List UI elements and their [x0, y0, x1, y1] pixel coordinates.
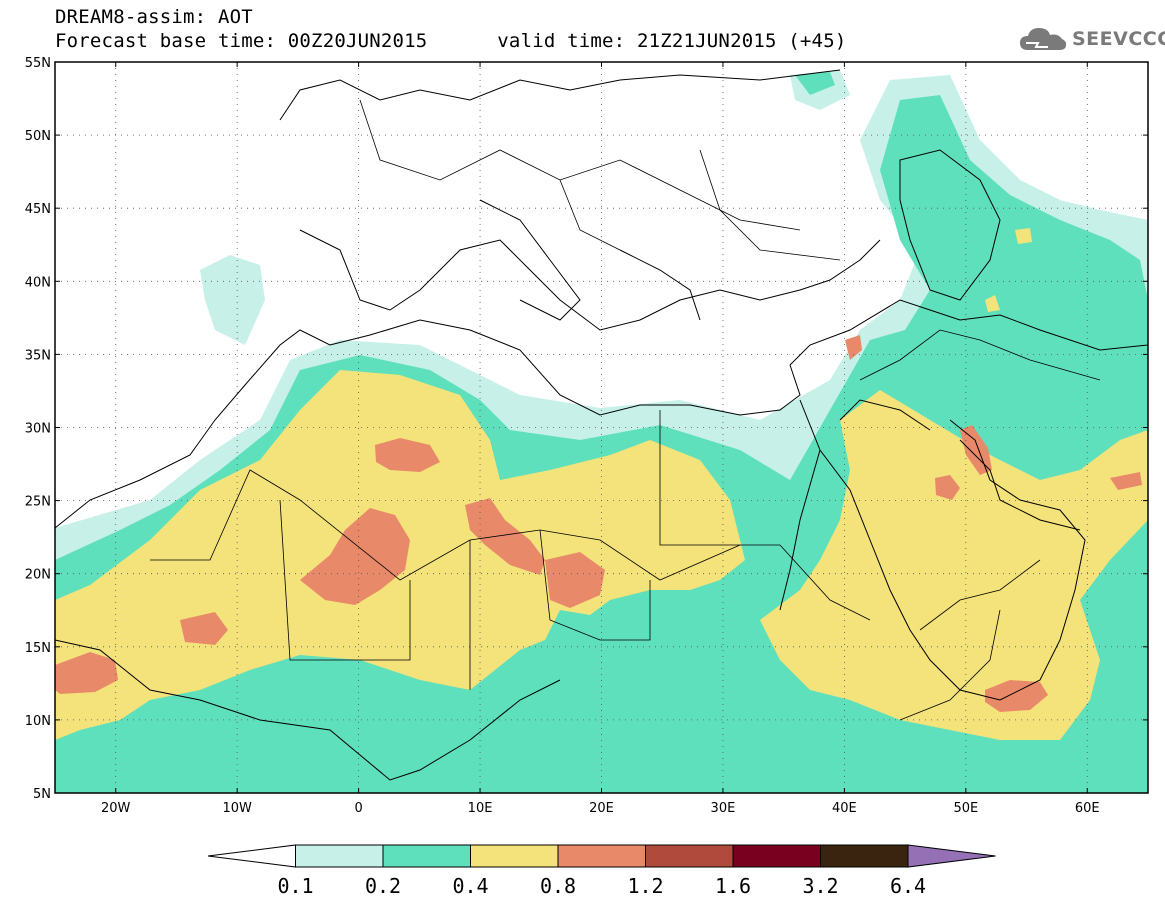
- borders: [150, 99, 1101, 721]
- lon-label: 0: [354, 801, 362, 816]
- lon-label: 10E: [468, 801, 493, 816]
- aot-band-light-patch: [795, 72, 835, 95]
- aot-band-high: [935, 475, 960, 500]
- colorbar: 0.1 0.2 0.4 0.8 1.2 1.6 3.2 6.4: [207, 844, 996, 898]
- time-info: Forecast base time: 00Z20JUN2015 valid t…: [55, 30, 846, 52]
- aot-band-high: [300, 508, 410, 605]
- aot-band-high: [465, 498, 545, 575]
- lat-label: 20N: [25, 568, 51, 583]
- valid-time-label: valid time: 21Z21JUN2015 (+45): [497, 30, 847, 52]
- chart-title: DREAM8-assim: AOT: [55, 6, 253, 28]
- colorbar-swatch: [295, 844, 384, 868]
- lat-label: 10N: [25, 714, 51, 729]
- lon-label: 20W: [101, 801, 131, 816]
- map-grid: [55, 62, 1148, 793]
- aot-band-light-patch: [280, 680, 460, 760]
- base-time-label: Forecast base time: 00Z20JUN2015: [55, 30, 428, 52]
- colorbar-swatch: [382, 844, 471, 868]
- aot-band-high: [845, 335, 862, 360]
- colorbar-arrow-high: [907, 844, 996, 868]
- aot-band-high: [960, 425, 992, 475]
- lat-label: 15N: [25, 641, 51, 656]
- colorbar-swatch: [470, 844, 559, 868]
- colorbar-label: 1.6: [715, 874, 751, 898]
- aot-band-high: [1110, 472, 1142, 490]
- lon-label: 30E: [711, 801, 736, 816]
- colorbar-swatch: [557, 844, 646, 868]
- colorbar-label: 0.8: [540, 874, 576, 898]
- coastlines: [55, 69, 1148, 781]
- colorbar-label: 1.2: [627, 874, 663, 898]
- colorbar-swatch: [820, 844, 909, 868]
- seevccc-logo: SEEVCCC: [1018, 22, 1165, 56]
- aot-band-light-patch: [540, 610, 760, 730]
- lat-label: 55N: [25, 56, 51, 71]
- lon-label: 50E: [953, 801, 978, 816]
- lat-label: 35N: [25, 348, 51, 363]
- aot-band-medium-patch: [1015, 228, 1032, 244]
- lon-label: 10W: [222, 801, 252, 816]
- colorbar-label: 0.1: [277, 874, 313, 898]
- aot-field: [55, 62, 1148, 793]
- colorbar-label: 3.2: [802, 874, 838, 898]
- aot-band-high: [545, 552, 605, 608]
- colorbar-arrow-low: [207, 844, 296, 868]
- lat-label: 50N: [25, 129, 51, 144]
- colorbar-swatch: [645, 844, 734, 868]
- latitude-axis: 55N 50N 45N 40N 35N 30N 25N 20N 15N 10N 5N: [25, 56, 51, 802]
- colorbar-label: 0.4: [452, 874, 488, 898]
- axis-ticks: [55, 61, 1148, 794]
- colorbar-label: 0.2: [365, 874, 401, 898]
- aot-band-high: [375, 438, 440, 472]
- lat-label: 40N: [25, 275, 51, 290]
- aot-band-high: [985, 680, 1048, 712]
- aot-band-medium-east: [760, 390, 1148, 740]
- lat-label: 45N: [25, 202, 51, 217]
- lat-label: 5N: [33, 787, 51, 802]
- lat-label: 30N: [25, 422, 51, 437]
- aot-band-very-light-patch: [200, 255, 265, 345]
- lon-label: 20E: [589, 801, 614, 816]
- cloud-icon: [1020, 28, 1067, 50]
- colorbar-label: 6.4: [890, 874, 926, 898]
- lon-label: 60E: [1075, 801, 1100, 816]
- colorbar-swatch: [732, 844, 821, 868]
- lat-label: 25N: [25, 495, 51, 510]
- longitude-axis: 20W 10W 0 10E 20E 30E 40E 50E 60E: [101, 801, 1100, 816]
- aot-band-high: [180, 612, 228, 645]
- lon-label: 40E: [832, 801, 857, 816]
- aot-band-high: [55, 652, 118, 694]
- aot-band-medium-patch: [985, 295, 1000, 312]
- logo-text: SEEVCCC: [1072, 28, 1165, 50]
